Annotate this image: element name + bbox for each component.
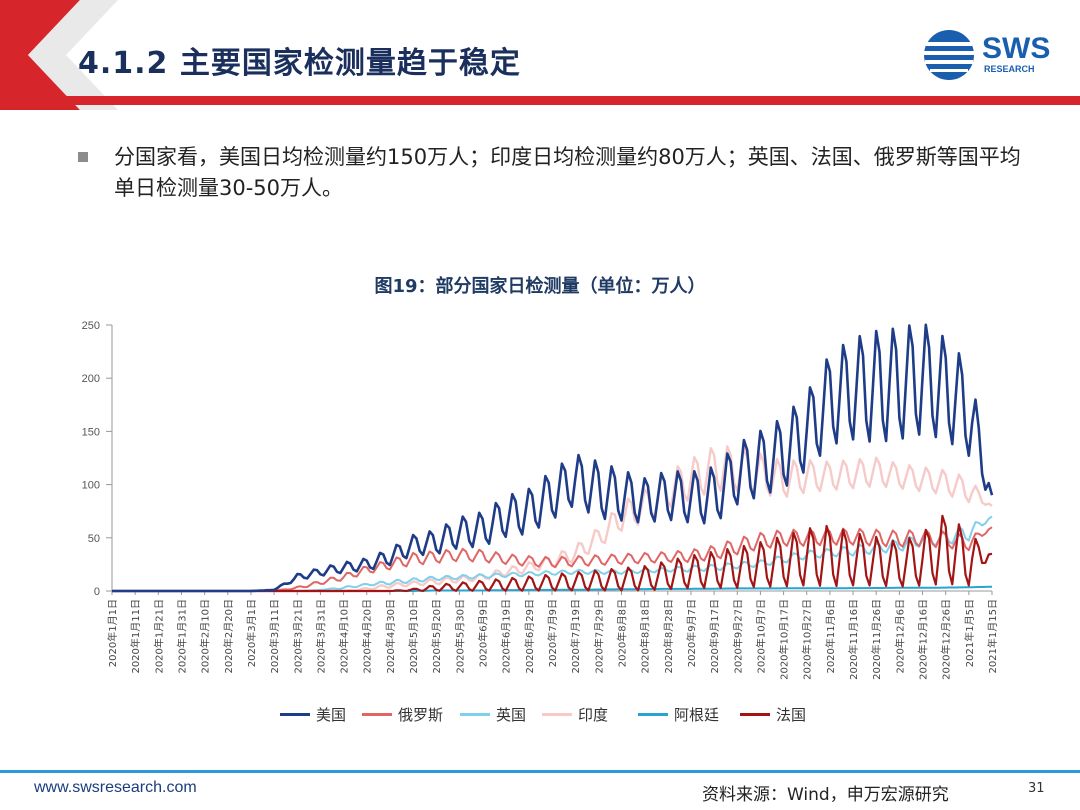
logo-text: SWS — [982, 32, 1051, 65]
x-tick-label: 2020年12月16日 — [917, 599, 930, 680]
x-tick-label: 2020年4月30日 — [384, 599, 397, 674]
legend-label: 阿根廷 — [674, 705, 720, 724]
x-tick-label: 2020年12月6日 — [893, 599, 906, 674]
legend-swatch — [362, 712, 392, 716]
bullet-text: 分国家看，美国日均检测量约150万人；印度日均检测量约80万人；英国、法国、俄罗… — [114, 145, 1021, 200]
series-line-法国 — [112, 514, 993, 593]
legend-item: 俄罗斯 — [362, 702, 443, 726]
x-tick-label: 2020年1月21日 — [152, 599, 165, 674]
x-tick-label: 2020年10月17日 — [778, 599, 791, 680]
logo-subtext: RESEARCH — [984, 64, 1035, 74]
legend-item: 阿根廷 — [638, 702, 719, 726]
x-tick-label: 2021年1月15日 — [986, 599, 999, 674]
legend-item: 印度 — [542, 702, 608, 726]
footer-source: 资料来源：Wind，申万宏源研究 — [702, 785, 949, 805]
bullet-square-icon — [78, 152, 88, 162]
y-tick-label: 200 — [82, 373, 100, 385]
legend-item: 法国 — [740, 702, 806, 726]
x-tick-label: 2020年7月29日 — [592, 599, 605, 674]
series-line-美国 — [112, 323, 994, 593]
line-chart: 0 50 100 150 200 250 2020年1月1日 2020年1月11日 2020年1… — [82, 320, 999, 680]
header-bar — [0, 0, 1080, 110]
x-tick-label: 2020年1月1日 — [106, 599, 119, 667]
x-tick-label: 2020年3月21日 — [291, 599, 304, 674]
header-red-rule — [0, 96, 1080, 105]
footer-rule — [0, 770, 1080, 773]
x-tick-label: 2020年11月6日 — [824, 599, 837, 674]
x-tick-label: 2020年1月31日 — [175, 599, 188, 674]
footer-website: www.swsresearch.com — [34, 779, 197, 796]
chart-title: 图19：部分国家日检测量（单位：万人） — [374, 276, 706, 297]
x-tick-label: 2020年9月7日 — [685, 599, 698, 667]
header-decoration — [0, 0, 1080, 110]
legend-label: 法国 — [776, 705, 807, 724]
header-red-chevron — [0, 0, 80, 110]
legend-item: 美国 — [280, 702, 346, 726]
x-tick-label: 2020年5月20日 — [430, 599, 443, 674]
x-tick-label: 2020年6月19日 — [500, 599, 513, 674]
x-tick-label: 2020年4月20日 — [361, 599, 374, 674]
x-tick-label: 2020年6月29日 — [523, 599, 536, 674]
page-number: 31 — [1028, 781, 1045, 796]
x-tick-label: 2020年3月1日 — [245, 599, 258, 667]
legend-label: 英国 — [496, 705, 527, 724]
x-tick-label: 2020年4月10日 — [338, 599, 351, 674]
y-tick-label: 50 — [88, 533, 100, 545]
x-tick-label: 2020年7月19日 — [569, 599, 582, 674]
x-tick-label: 2020年5月30日 — [453, 599, 466, 674]
x-tick-label: 2020年6月9日 — [477, 599, 490, 667]
x-tick-label: 2020年8月8日 — [615, 599, 628, 667]
sws-logo: SWS RESEARCH — [922, 28, 1062, 82]
legend-swatch — [638, 712, 668, 716]
x-tick-label: 2020年2月10日 — [199, 599, 212, 674]
legend-swatch — [542, 712, 572, 716]
legend-label: 美国 — [316, 705, 347, 724]
header-gray-chevron — [28, 0, 118, 110]
chart-legend: 美国 俄罗斯 英国 印度 阿根廷 法国 — [280, 702, 840, 726]
y-tick-label: 100 — [82, 480, 100, 492]
x-tick-label: 2020年8月28日 — [662, 599, 675, 674]
logo-globe-icon — [924, 30, 974, 80]
x-tick-label: 2020年11月16日 — [847, 599, 860, 680]
legend-swatch — [280, 712, 310, 716]
x-tick-label: 2020年3月31日 — [314, 599, 327, 674]
legend-label: 俄罗斯 — [398, 705, 444, 724]
legend-item: 英国 — [460, 702, 526, 726]
legend-swatch — [460, 712, 490, 716]
legend-label: 印度 — [578, 705, 609, 724]
x-tick-label: 2021年1月5日 — [963, 599, 976, 667]
x-tick-label: 2020年2月20日 — [222, 599, 235, 674]
y-tick-label: 0 — [94, 586, 100, 598]
x-tick-label: 2020年9月17日 — [708, 599, 721, 674]
x-tick-label: 2020年7月9日 — [546, 599, 559, 667]
x-tick-label: 2020年10月27日 — [801, 599, 814, 680]
x-tick-label: 2020年11月26日 — [870, 599, 883, 680]
x-tick-label: 2020年3月11日 — [268, 599, 281, 674]
series-line-英国 — [112, 515, 993, 592]
y-tick-label: 150 — [82, 426, 100, 438]
series-line-印度 — [112, 445, 993, 593]
x-tick-label: 2020年9月27日 — [731, 599, 744, 674]
x-tick-label: 2020年12月26日 — [940, 599, 953, 680]
page-title: 4.1.2 主要国家检测量趋于稳定 — [78, 46, 521, 81]
x-tick-label: 2020年8月18日 — [639, 599, 652, 674]
x-tick-label: 2020年1月11日 — [129, 599, 142, 674]
y-tick-label: 250 — [82, 320, 100, 332]
x-tick-label: 2020年5月10日 — [407, 599, 420, 674]
legend-swatch — [740, 712, 770, 716]
x-tick-label: 2020年10月7日 — [754, 599, 767, 674]
